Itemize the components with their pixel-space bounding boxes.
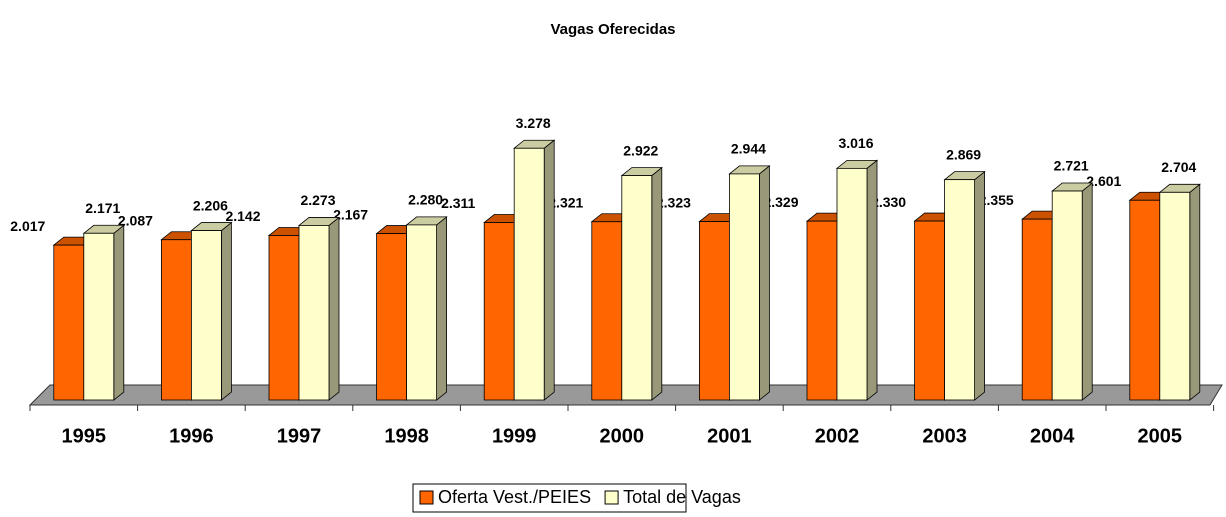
data-label: 2.017 [10,218,45,234]
x-tick-label: 1996 [169,425,214,447]
bar-front [406,224,438,401]
x-tick-label: 2005 [1138,425,1183,447]
data-label: 2.922 [623,142,658,158]
bar-front [513,147,545,401]
data-label: 2.869 [946,146,981,162]
data-label: 2.321 [548,194,583,210]
x-tick-label: 2003 [922,425,967,447]
x-tick-label: 1995 [62,425,107,447]
x-tick-label: 1998 [384,425,429,447]
bar-side [436,216,448,401]
legend-swatch [419,490,434,505]
bar-side [1189,183,1201,401]
bar-front [83,232,115,401]
bar-front [1021,218,1053,401]
bar-front [836,167,868,401]
bar [513,139,556,401]
data-label: 2.087 [118,212,153,228]
bar-front [53,244,85,401]
bar-side [651,166,663,401]
bar [620,166,663,401]
x-tick-label: 2000 [600,425,645,447]
bar-front [298,225,330,401]
bar-side [974,170,985,401]
bar-front [914,220,945,401]
bar [297,216,341,401]
data-label: 2.704 [1161,159,1196,175]
x-tick-label: 1999 [492,425,537,447]
data-label: 2.171 [85,200,120,216]
bar-front [621,175,653,401]
bar-side [866,159,878,401]
x-tick-label: 2001 [707,425,752,447]
data-label: 2.280 [408,192,443,208]
data-label: 2.330 [871,194,906,210]
bar-front [944,179,975,401]
data-label: 2.944 [731,141,766,157]
bar [728,165,771,401]
data-label: 2.329 [763,194,798,210]
bar-side [759,165,770,401]
legend-label: Oferta Vest./PEIES [438,487,591,507]
bar-front [806,220,838,401]
data-label: 2.206 [193,197,228,213]
bar-front [729,173,760,401]
data-label: 2.721 [1054,158,1089,174]
data-label: 2.601 [1086,173,1121,189]
bar-front [1051,190,1083,401]
bar-side [328,216,340,401]
bar-side [1081,182,1093,401]
data-label: 2.167 [333,206,368,222]
bar-front [376,233,408,401]
bar-front [1129,199,1161,401]
data-label: 2.311 [441,195,475,211]
data-label: 2.273 [300,192,335,208]
data-label: 3.016 [838,135,873,151]
bar [835,159,879,401]
bar-front [483,222,515,401]
x-tick-label: 2004 [1030,425,1075,447]
bar-side [220,221,232,401]
bar [943,170,986,401]
chart-title: Vagas Oferecidas [550,21,675,38]
bar [82,224,125,401]
legend-swatch [604,490,619,505]
data-label: 2.355 [979,192,1014,208]
bar-front [190,230,222,401]
bar-side [113,224,125,401]
bar-side [543,139,555,401]
bar [1051,182,1094,401]
legend [412,483,687,513]
bar [1158,183,1201,401]
x-tick-label: 1997 [277,425,322,447]
data-label: 2.323 [656,194,691,210]
bar [405,216,448,401]
bar-front [591,221,623,401]
bar-front [160,239,192,401]
legend-label: Total de Vagas [623,487,741,507]
bar [190,221,233,401]
bar-front [699,221,730,401]
data-label: 2.142 [225,208,260,224]
x-tick-label: 2002 [815,425,860,447]
bar-front [1159,191,1191,401]
bar-front [268,235,300,401]
data-label: 3.278 [516,115,551,131]
